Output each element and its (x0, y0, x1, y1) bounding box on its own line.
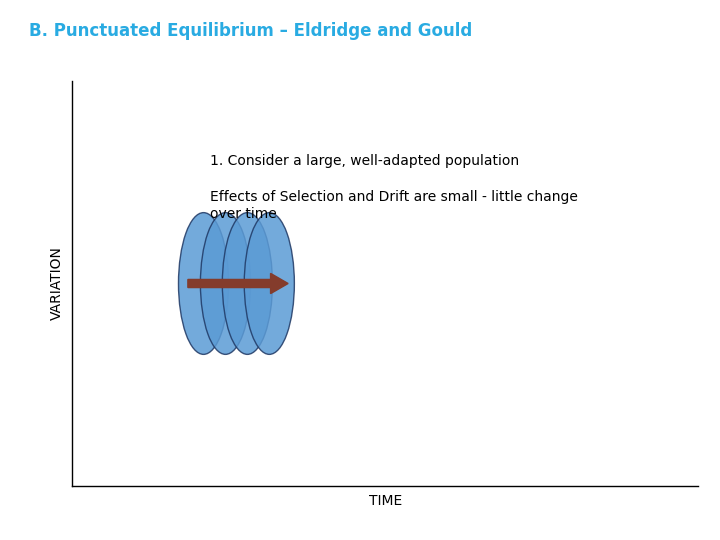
Y-axis label: VARIATION: VARIATION (50, 247, 63, 320)
Ellipse shape (244, 213, 294, 354)
Ellipse shape (179, 213, 229, 354)
Text: 1. Consider a large, well-adapted population: 1. Consider a large, well-adapted popula… (210, 154, 519, 168)
Text: B. Punctuated Equilibrium – Eldridge and Gould: B. Punctuated Equilibrium – Eldridge and… (29, 22, 472, 39)
Ellipse shape (200, 213, 251, 354)
X-axis label: TIME: TIME (369, 494, 402, 508)
Ellipse shape (222, 213, 272, 354)
FancyArrow shape (188, 273, 288, 294)
Text: Effects of Selection and Drift are small - little change
over time: Effects of Selection and Drift are small… (210, 191, 577, 220)
